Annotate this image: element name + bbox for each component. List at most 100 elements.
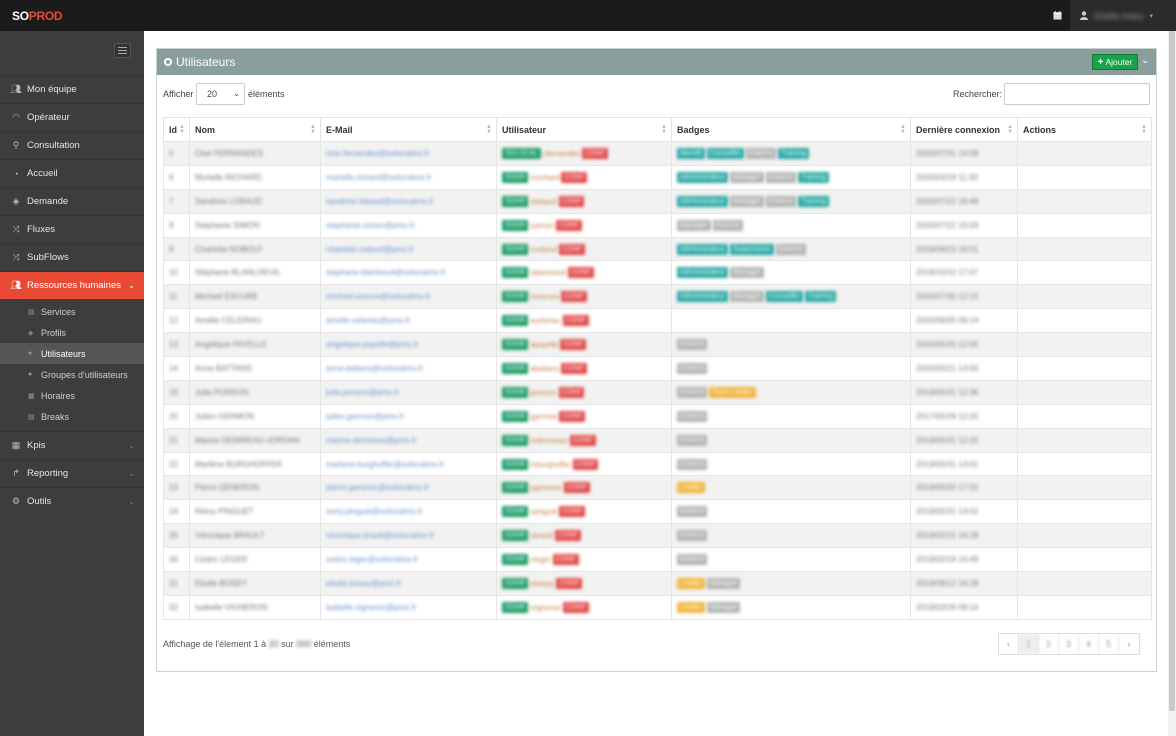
- email-link[interactable]: stephanie.simon@pms.fr: [326, 220, 415, 230]
- badge: Externe: [677, 434, 708, 446]
- table-row[interactable]: 7 Sandrine LOBAUD sandrine.lobaud@solocalm…: [163, 188, 1152, 214]
- table-row[interactable]: 20 Julien GERMON julien.germon@pms.fr SOHR j…: [163, 403, 1152, 429]
- prev-page-button[interactable]: ‹: [999, 634, 1019, 654]
- email-link[interactable]: isabelle.vigneron@pms.fr: [326, 602, 417, 612]
- email-link[interactable]: michael.escure@solocalms.fr: [326, 292, 431, 302]
- email-link[interactable]: anne.battans@solocalms.fr: [326, 363, 424, 373]
- table-row[interactable]: 23 Pierre GENERON pierre.generon@solocalms…: [163, 475, 1152, 501]
- sidebar-toggle-button[interactable]: [114, 43, 131, 58]
- table-row[interactable]: 8 Stéphanie SIMON stephanie.simon@pms.fr SO…: [163, 212, 1152, 238]
- cell-id: 14: [163, 356, 190, 381]
- table-row[interactable]: 31 Elodie BOSEY elodie.bosey@pms.fr SOHR ebo…: [163, 571, 1152, 596]
- badge: Administrateur: [677, 195, 729, 207]
- sidebar-item-fluxes[interactable]: ⤨ Fluxes: [0, 215, 144, 243]
- column-header[interactable]: Id ▲ ▼: [163, 117, 190, 142]
- email-link[interactable]: cloe.fernandes@solocalms.fr: [326, 148, 430, 158]
- email-link[interactable]: pierre.generon@solocalms.fr: [326, 483, 429, 493]
- sidebar-item-subflows[interactable]: ⤨ SubFlows: [0, 243, 144, 271]
- email-link[interactable]: remy.pinguet@solocalms.fr: [326, 507, 423, 517]
- cell-utilisateur: SOHR pgeneron CONF: [496, 475, 672, 501]
- sidebar-item-accueil[interactable]: ◔ Accueil: [0, 159, 144, 187]
- chevron-down-icon: ▾: [1149, 12, 1154, 20]
- column-header[interactable]: Actions ▲ ▼: [1017, 117, 1152, 142]
- email-link[interactable]: amelie.celeriau@pms.fr: [326, 316, 411, 326]
- table-row[interactable]: 30 Cédric LEGER cedric.leger@solocalms.fr S…: [163, 547, 1152, 573]
- table-row[interactable]: 25 Véronique BRAULT veronique.brault@soloc…: [163, 523, 1152, 549]
- page-length-select[interactable]: 20 ⌄: [196, 83, 245, 105]
- table-row[interactable]: 11 Michael ESCURE michael.escure@solocalms…: [163, 284, 1152, 310]
- sidebar-subitem-breaks[interactable]: ▤ Breaks: [28, 411, 70, 422]
- sidebar-item-kpis[interactable]: ▦ Kpis ⌄: [0, 431, 144, 459]
- email-link[interactable]: cedric.leger@solocalms.fr: [326, 555, 419, 565]
- email-link[interactable]: veronique.brault@solocalms.fr: [326, 531, 435, 541]
- table-row[interactable]: 13 Angélique PAYELLE angelique.payelle@pms…: [163, 332, 1152, 358]
- collapse-panel-button[interactable]: ⌄: [1141, 55, 1150, 66]
- cell-email: julia.ponson@pms.fr: [320, 379, 497, 405]
- email-link[interactable]: marine.demireau@pms.fr: [326, 435, 417, 445]
- column-header[interactable]: Nom ▲ ▼: [189, 117, 321, 142]
- plus-icon: +: [1097, 56, 1104, 68]
- page-button[interactable]: 2: [1039, 634, 1059, 654]
- app-logo[interactable]: SOPROD: [12, 9, 63, 23]
- email-link[interactable]: murielle.richard@solocalms.fr: [326, 172, 432, 182]
- table-row[interactable]: 24 Rémy PINGUET remy.pinguet@solocalms.fr S…: [163, 499, 1152, 525]
- sidebar-subitem-profils[interactable]: ◈ Profils: [28, 327, 67, 338]
- sidebar-item-outils[interactable]: ⚙ Outils ⌄: [0, 487, 144, 515]
- email-link[interactable]: julia.ponson@pms.fr: [326, 387, 400, 397]
- table-row[interactable]: 22 Marlène BURGHOFFER marlene.burghoffer@s…: [163, 451, 1152, 477]
- sort-icon: ▲ ▼: [486, 124, 492, 135]
- add-user-button[interactable]: + Ajouter: [1092, 54, 1138, 70]
- email-link[interactable]: marlene.burghoffer@solocalms.fr: [326, 459, 445, 469]
- column-header[interactable]: Badges ▲ ▼: [671, 117, 911, 142]
- badge: Manager: [706, 601, 741, 613]
- badge: Manager: [730, 291, 764, 303]
- sidebar-item-mon-equipe[interactable]: 👥︎ Mon équipe: [0, 75, 144, 103]
- email-link[interactable]: angelique.payelle@pms.fr: [326, 340, 419, 350]
- sidebar-subitem-utilisateurs[interactable]: ● Utilisateurs: [0, 343, 144, 364]
- next-page-button[interactable]: ›: [1127, 639, 1131, 649]
- cell-id: 23: [163, 475, 190, 501]
- table-row[interactable]: 5 Cloé FERNANDES cloe.fernandes@solocalms.…: [163, 141, 1152, 166]
- search-input[interactable]: [1004, 83, 1150, 105]
- badge: Team Leader: [709, 386, 756, 398]
- cell-utilisateur: SOHR cnobouf CONF: [496, 236, 672, 262]
- sidebar-item-consultation[interactable]: ⚲ Consultation: [0, 131, 144, 159]
- email-link[interactable]: stephane.blanloeuil@solocalms.fr: [326, 268, 446, 278]
- cell-nom: Amélie CELERIAU: [189, 308, 321, 334]
- column-header[interactable]: Dernière connexion ▲ ▼: [910, 117, 1018, 142]
- sidebar-item-demande[interactable]: ◈ Demande: [0, 187, 144, 215]
- table-row[interactable]: 21 Marine DEMIREAU-JORDAN marine.demireau@…: [163, 427, 1152, 453]
- table-row[interactable]: 12 Amélie CELERIAU amelie.celeriau@pms.fr S…: [163, 308, 1152, 334]
- table-row[interactable]: 10 Stéphane BLANLOEUIL stephane.blanloeuil…: [163, 260, 1152, 286]
- page-button[interactable]: 3: [1059, 634, 1079, 654]
- sidebar-subitem-horaires[interactable]: ▦ Horaires: [28, 390, 76, 401]
- table-row[interactable]: 32 Isabelle VIGNERON isabelle.vigneron@pms…: [163, 594, 1152, 620]
- column-header[interactable]: E-Mail ▲ ▼: [320, 117, 497, 142]
- email-link[interactable]: charlotte.nobouf@pms.fr: [326, 244, 414, 254]
- user-menu[interactable]: Gisèle Inaxy ▾: [1070, 0, 1176, 31]
- cell-id: 31: [163, 571, 190, 596]
- cell-actions: [1017, 427, 1152, 453]
- cell-badges: Administrateur Manager Externe Training: [671, 188, 911, 214]
- table-row[interactable]: 19 Julia PONSON julia.ponson@pms.fr SOHR jpo…: [163, 379, 1152, 405]
- sidebar-item-ressources-humaines[interactable]: 👥︎ Ressources humaines ⌄: [0, 271, 144, 299]
- email-link[interactable]: sandrine.lobaud@solocalms.fr: [326, 196, 434, 206]
- cell-last-login: 2019/09/12 16:28: [910, 571, 1018, 596]
- cell-actions: [1017, 332, 1152, 358]
- page-button[interactable]: 4: [1079, 634, 1099, 654]
- sidebar-item-reporting[interactable]: ↱ Reporting ⌄: [0, 459, 144, 487]
- sidebar-item-operateur[interactable]: ◠ Opérateur: [0, 103, 144, 131]
- calendar-button[interactable]: [1044, 0, 1070, 31]
- sidebar-subitem-services[interactable]: ▤ Services: [28, 306, 76, 317]
- sidebar-subitem-groupes[interactable]: ● Groupes d'utilisateurs: [28, 369, 128, 380]
- column-header[interactable]: Utilisateur ▲ ▼: [496, 117, 672, 142]
- table-row[interactable]: 6 Murielle RICHARD murielle.richard@soloca…: [163, 164, 1152, 190]
- email-link[interactable]: elodie.bosey@pms.fr: [326, 578, 402, 588]
- page-button[interactable]: 1: [1019, 634, 1039, 654]
- page-button[interactable]: 5: [1099, 634, 1119, 654]
- table-row[interactable]: 9 Charlotte NOBOLF charlotte.nobouf@pms.fr…: [163, 236, 1152, 262]
- table-row[interactable]: 14 Anne BATTANS anne.battans@solocalms.fr S…: [163, 356, 1152, 381]
- page-scrollbar-thumb[interactable]: [1169, 31, 1175, 711]
- email-link[interactable]: julien.germon@pms.fr: [326, 411, 405, 421]
- cell-badges: Bientôt Conseiller Externe Training: [671, 141, 911, 166]
